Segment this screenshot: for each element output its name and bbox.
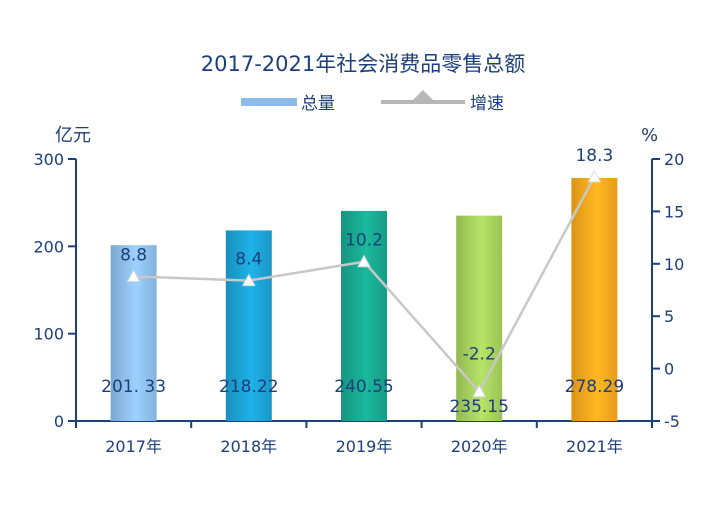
growth-marker — [357, 254, 371, 268]
right-tick-label: 0 — [664, 360, 674, 379]
bars — [110, 177, 618, 421]
x-tick-label: 2017年 — [105, 437, 162, 456]
right-tick-label: 15 — [664, 202, 684, 221]
x-tick-label: 2019年 — [336, 437, 393, 456]
right-tick-label: -5 — [664, 412, 680, 431]
data-labels: 201. 33 218.22 240.55 235.15 278.29 8.8 8.4 10.… — [101, 146, 624, 417]
bar-value-label: 235.15 — [449, 397, 508, 417]
bar — [225, 230, 272, 421]
growth-value-label: -2.2 — [463, 345, 496, 365]
left-axis-unit: 亿元 — [55, 125, 91, 146]
growth-marker — [472, 384, 487, 398]
left-tick-label: 200 — [33, 237, 64, 256]
legend-bar-label: 总量 — [301, 94, 335, 114]
legend: 总量 增速 — [241, 90, 504, 114]
legend-bar-swatch — [241, 98, 297, 106]
chart-title: 2017-2021年社会消费品零售总额 — [201, 52, 525, 76]
bar-value-label: 278.29 — [565, 377, 624, 397]
bar-value-label: 240.55 — [334, 377, 393, 397]
growth-value-label: 8.8 — [120, 245, 147, 265]
bar-value-label: 201. 33 — [101, 377, 166, 397]
left-tick-label: 100 — [33, 325, 64, 344]
growth-marker — [126, 269, 141, 282]
x-tick-label: 2020年 — [451, 437, 508, 456]
growth-value-label: 8.4 — [235, 250, 262, 270]
legend-line-label: 增速 — [470, 94, 504, 114]
growth-line — [126, 169, 602, 398]
growth-value-label: 10.2 — [345, 231, 383, 251]
left-tick-label: 300 — [33, 150, 64, 169]
right-tick-label: 20 — [664, 150, 684, 169]
bar — [341, 210, 387, 421]
bar — [571, 177, 618, 421]
growth-marker — [241, 273, 256, 287]
right-tick-label: 10 — [664, 255, 684, 274]
x-tick-label: 2018年 — [220, 437, 277, 456]
legend-line-marker — [411, 90, 435, 102]
right-axis-unit: % — [641, 125, 658, 146]
growth-marker — [587, 169, 602, 183]
right-tick-label: 5 — [664, 307, 674, 326]
left-tick-label: 0 — [54, 412, 64, 431]
axes: 0 100 200 300 -5 0 5 10 15 20 2017年 2018年 2019年 2020年… — [33, 150, 684, 456]
bar-value-label: 218.22 — [219, 377, 278, 397]
growth-value-label: 18.3 — [575, 146, 613, 166]
x-tick-label: 2021年 — [566, 437, 623, 456]
